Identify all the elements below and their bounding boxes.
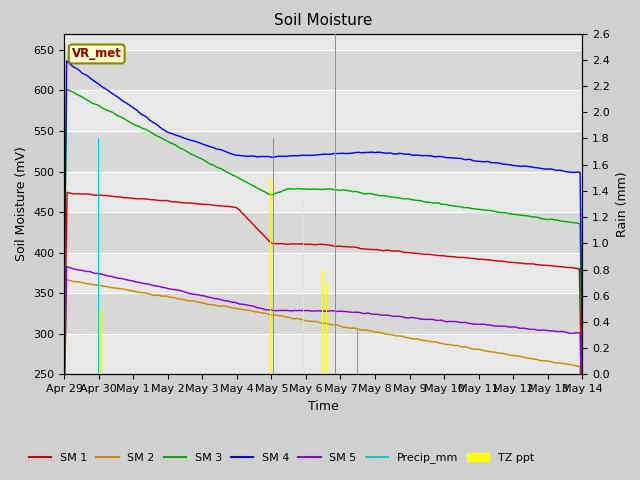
Bar	[64, 334, 582, 374]
Bar	[64, 252, 582, 293]
X-axis label: Time: Time	[308, 400, 339, 413]
Y-axis label: Soil Moisture (mV): Soil Moisture (mV)	[15, 146, 28, 262]
Legend: SM 1, SM 2, SM 3, SM 4, SM 5, Precip_mm, TZ ppt: SM 1, SM 2, SM 3, SM 4, SM 5, Precip_mm,…	[25, 448, 539, 468]
Bar	[98, 138, 99, 374]
Bar	[335, 34, 336, 374]
Bar	[64, 212, 582, 252]
Text: VR_met: VR_met	[72, 48, 122, 60]
Bar	[100, 309, 101, 374]
Bar	[64, 171, 582, 212]
Bar	[322, 270, 323, 374]
Title: Soil Moisture: Soil Moisture	[274, 13, 372, 28]
Y-axis label: Rain (mm): Rain (mm)	[616, 171, 628, 237]
Bar	[64, 293, 582, 334]
Bar	[98, 152, 99, 374]
Bar	[270, 178, 271, 374]
Bar	[357, 328, 358, 374]
Bar	[64, 90, 582, 131]
Bar	[326, 283, 327, 374]
Bar	[303, 197, 304, 374]
Bar	[64, 131, 582, 171]
Bar	[64, 50, 582, 90]
